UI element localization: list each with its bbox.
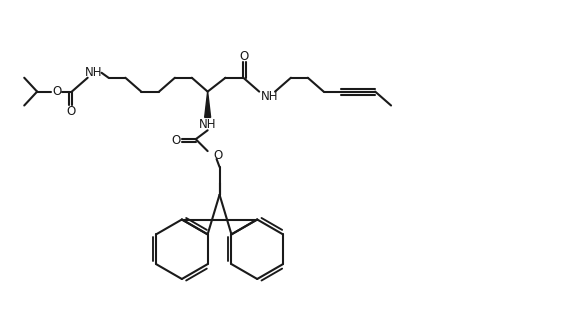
Text: O: O	[66, 105, 76, 118]
Text: NH: NH	[85, 66, 103, 79]
Polygon shape	[205, 92, 210, 117]
Text: O: O	[240, 51, 249, 64]
Text: NH: NH	[199, 118, 217, 131]
Text: O: O	[171, 134, 180, 147]
Text: NH: NH	[261, 90, 279, 103]
Text: O: O	[52, 85, 61, 98]
Text: O: O	[214, 149, 223, 162]
